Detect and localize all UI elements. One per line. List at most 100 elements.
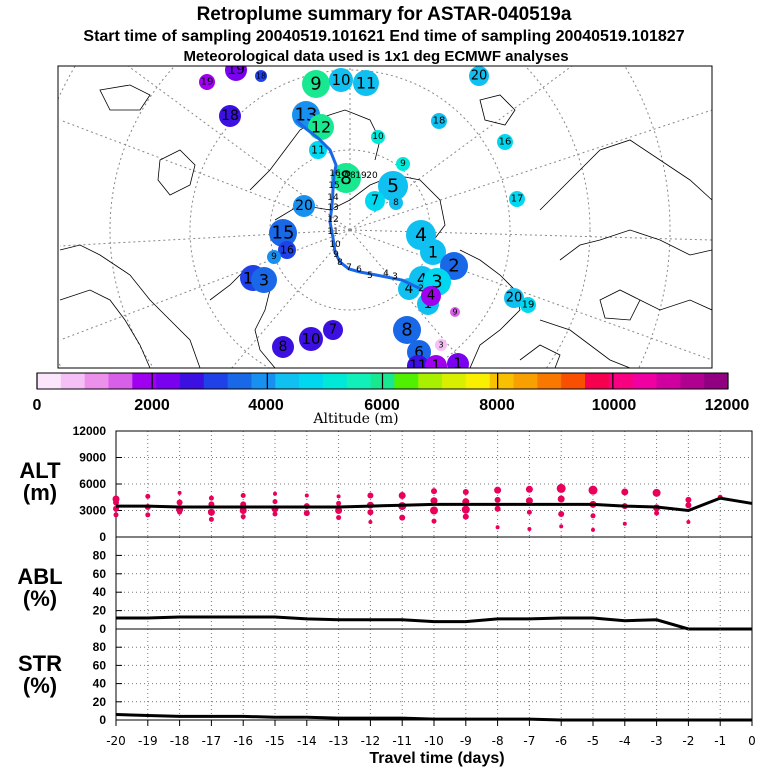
map-cluster-label: 8 <box>279 339 288 355</box>
map-cluster-label: 10 <box>331 71 350 89</box>
altitude-cluster-point <box>367 509 374 516</box>
map-cluster: 19 <box>199 74 215 90</box>
altitude-cluster-point <box>273 491 277 496</box>
panel-frame <box>115 628 753 721</box>
map-cluster: 20 <box>504 288 524 308</box>
y-tick-label: 12000 <box>73 424 107 438</box>
colorbar-swatch <box>680 373 705 389</box>
altitude-cluster-point <box>177 509 183 515</box>
map-cluster-label: 18 <box>256 72 266 81</box>
map-cluster: 8 <box>272 336 294 358</box>
y-tick-label: 60 <box>93 658 107 672</box>
x-tick-label: -19 <box>138 734 158 748</box>
colorbar-swatch <box>179 373 205 389</box>
altitude-cluster-point <box>685 496 692 503</box>
altitude-cluster-point <box>494 505 501 512</box>
map-cluster-label: 3 <box>431 272 442 293</box>
map-cluster-label: 12 <box>311 118 331 137</box>
trajectory-day-label: 4 <box>383 269 389 279</box>
time-series-panels: ALT (m) ABL (%) STR (%) 0300060009000120… <box>17 424 755 767</box>
map-cluster-dot <box>509 191 525 207</box>
x-tick-label: -13 <box>329 734 349 748</box>
trajectory-day-label: 9 <box>333 250 339 260</box>
map-cluster: 9 <box>396 157 410 171</box>
altitude-cluster-point <box>145 512 151 518</box>
map-cluster: 19 <box>225 66 247 81</box>
altitude-colorbar <box>36 372 729 390</box>
trajectory-day-label: 18 <box>344 171 356 181</box>
x-tick-label: -7 <box>523 734 535 748</box>
colorbar-swatch <box>656 373 681 389</box>
altitude-cluster-point <box>207 508 215 516</box>
colorbar-tick: 2000 <box>134 397 170 414</box>
x-tick-label: -4 <box>619 734 631 748</box>
altitude-cluster-point <box>240 492 246 498</box>
altitude-cluster-point <box>113 512 119 518</box>
colorbar-swatch <box>561 373 586 389</box>
map-cluster-dot <box>269 219 297 247</box>
colorbar-swatch <box>704 373 729 389</box>
map-cluster-dot <box>435 339 447 351</box>
x-tick-label: -12 <box>361 734 381 748</box>
coastlines <box>59 84 712 368</box>
colorbar-swatch <box>442 373 467 389</box>
map-cluster-label: 10 <box>301 330 320 348</box>
map-cluster: 11 <box>309 141 327 159</box>
altitude-cluster-point <box>527 527 532 532</box>
map-cluster-dot <box>393 316 421 344</box>
colorbar-swatch <box>322 373 348 389</box>
map-cluster-dot <box>302 70 330 98</box>
colorbar-tick: 8000 <box>479 397 515 414</box>
map-cluster-dot <box>267 250 281 264</box>
altitude-cluster-point <box>240 514 246 520</box>
colorbar-swatch <box>465 373 491 389</box>
map-cluster-dot <box>396 157 410 171</box>
map-cluster-label: 4 <box>415 224 427 246</box>
x-tick-label: -17 <box>202 734 222 748</box>
map-cluster-label: 8 <box>393 198 399 208</box>
x-tick-label: -8 <box>492 734 504 748</box>
y-tick-label: 3000 <box>79 504 106 518</box>
map-cluster-dot <box>329 68 353 92</box>
y-tick-label: 6000 <box>79 477 106 491</box>
altitude-cluster-point <box>368 519 373 524</box>
map-cluster-dot <box>371 130 385 144</box>
str-fraction-line <box>115 713 752 722</box>
colorbar-swatch <box>299 373 324 389</box>
altitude-cluster-point <box>652 488 661 497</box>
altitude-cluster-point <box>113 499 119 506</box>
x-tick-label: -2 <box>682 734 694 748</box>
x-tick-label: -14 <box>297 734 317 748</box>
map-cluster-label: 7 <box>371 194 379 209</box>
map-cluster-dot <box>378 171 408 201</box>
trajectory-day-label: 20 <box>366 171 378 181</box>
altitude-cluster-point <box>367 492 374 499</box>
colorbar-tick: 12000 <box>705 397 750 414</box>
map-cluster-label: 1 <box>432 358 441 374</box>
map-cluster-dot <box>420 239 446 265</box>
map-cluster-label: 3 <box>259 271 269 290</box>
lat-lon-grid <box>58 66 712 368</box>
map-cluster: 4 <box>421 286 441 306</box>
altitude-cluster-point <box>208 516 214 522</box>
map-cluster-label: 19 <box>201 77 214 88</box>
altitude-cluster-point <box>494 496 501 503</box>
altitude-cluster-point <box>398 491 406 499</box>
map-cluster-label: 20 <box>506 291 523 306</box>
map-frame <box>57 65 713 369</box>
x-tick-label: 0 <box>748 734 756 748</box>
map-cluster: 16 <box>497 134 513 150</box>
colorbar-tick: 10000 <box>592 397 637 414</box>
x-tick-label: -20 <box>106 734 126 748</box>
map-cluster: 20 <box>293 195 315 217</box>
x-tick-label: -1 <box>714 734 726 748</box>
colorbar-swatch <box>418 373 443 389</box>
map-cluster-dot <box>520 297 536 313</box>
colorbar-title: Altitude (m) <box>312 411 398 427</box>
map-cluster: 17 <box>509 191 525 207</box>
map-cluster: 11 <box>407 355 429 368</box>
map-cluster-dot <box>225 66 247 81</box>
